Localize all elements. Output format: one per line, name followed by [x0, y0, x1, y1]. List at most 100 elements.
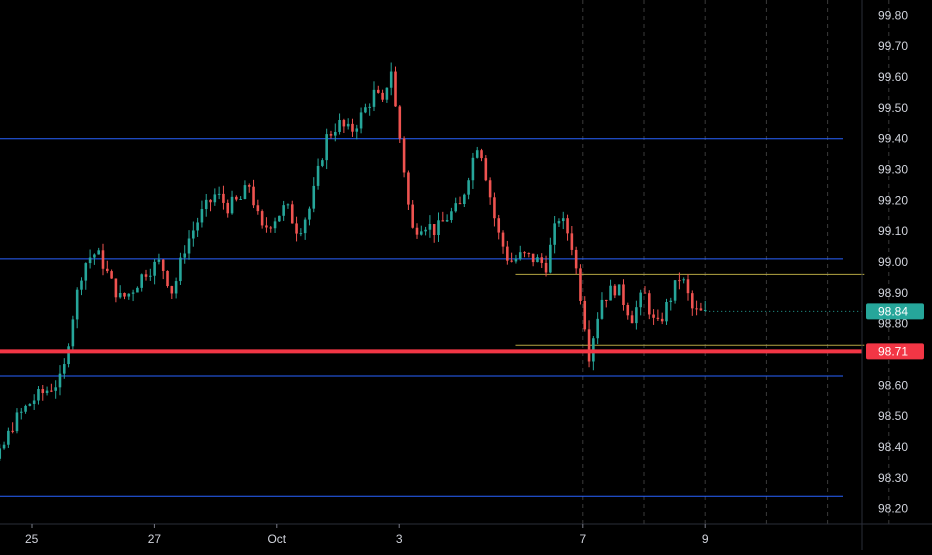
candle-body-53: [179, 257, 182, 282]
y-tick-label-8: 99.00: [878, 255, 908, 269]
candle-body-157: [626, 304, 630, 316]
candle-body-96: [364, 107, 367, 113]
candle-body-133: [523, 252, 526, 254]
candle-body-82: [303, 219, 307, 234]
x-tick-label-3: 3: [396, 532, 403, 546]
candle-body-11: [0, 448, 2, 459]
candle-body-134: [527, 253, 531, 255]
candle-body-54: [183, 253, 187, 258]
candle-body-166: [665, 302, 668, 322]
y-tick-label-5: 99.30: [878, 163, 908, 177]
candle-body-33: [93, 254, 96, 258]
candle-body-57: [196, 222, 199, 231]
y-tick-label-10: 98.80: [878, 317, 908, 331]
candle-body-170: [682, 279, 685, 281]
candle-body-98: [372, 89, 376, 107]
candle-body-47: [153, 261, 156, 276]
candle-body-105: [402, 138, 406, 173]
candle-body-165: [660, 318, 664, 322]
y-tick-label-4: 99.40: [878, 132, 908, 146]
candle-body-20: [37, 389, 40, 401]
candle-body-65: [230, 196, 234, 214]
candle-body-32: [88, 257, 92, 264]
candle-body-81: [299, 233, 303, 235]
candle-body-26: [62, 364, 66, 374]
y-tick-label-3: 99.50: [878, 101, 908, 115]
candle-body-151: [600, 299, 604, 319]
candle-body-89: [333, 131, 337, 136]
candle-body-150: [596, 318, 599, 339]
candle-body-144: [570, 233, 574, 250]
candle-body-37: [110, 271, 113, 279]
candle-body-67: [239, 198, 242, 200]
candle-body-42: [131, 292, 135, 294]
candle-body-100: [381, 92, 384, 100]
candle-body-94: [355, 128, 359, 132]
candle-body-49: [161, 259, 165, 271]
candle-body-116: [450, 211, 453, 221]
candle-body-28: [71, 319, 75, 347]
candle-body-132: [518, 252, 522, 259]
candle-body-123: [480, 150, 483, 159]
candle-body-13: [7, 430, 10, 445]
candle-body-21: [41, 389, 45, 394]
candle-body-103: [394, 71, 397, 107]
last-price-badge-bg: [866, 303, 924, 320]
candle-body-119: [463, 194, 466, 205]
candle-body-45: [144, 274, 148, 277]
candle-body-61: [213, 194, 217, 203]
candle-body-44: [140, 274, 143, 288]
x-tick-label-2: Oct: [267, 532, 286, 546]
y-tick-label-2: 99.60: [878, 70, 908, 84]
candle-body-64: [226, 202, 230, 214]
price-line-badge-bg: [866, 343, 924, 360]
candle-body-127: [497, 218, 501, 233]
candle-body-147: [583, 300, 587, 330]
candle-body-155: [617, 284, 621, 296]
candle-body-107: [411, 204, 414, 228]
candle-body-17: [24, 405, 27, 412]
candle-body-169: [678, 280, 681, 282]
candle-body-110: [424, 229, 427, 232]
y-tick-label-6: 99.20: [878, 193, 908, 207]
candle-body-43: [136, 287, 139, 293]
candle-body-153: [609, 285, 612, 301]
x-tick-label-1: 27: [148, 532, 162, 546]
candle-body-29: [75, 289, 79, 320]
candle-body-160: [639, 292, 642, 308]
candle-body-15: [15, 412, 19, 432]
candle-body-40: [123, 292, 126, 297]
candle-body-48: [157, 259, 161, 262]
candle-body-50: [166, 270, 169, 287]
candle-body-92: [346, 123, 350, 127]
candle-body-58: [200, 209, 204, 223]
candle-body-71: [256, 205, 260, 212]
candle-body-97: [368, 106, 371, 108]
y-tick-label-0: 99.80: [878, 8, 908, 22]
candle-body-130: [510, 260, 513, 262]
candle-body-12: [2, 444, 6, 449]
candle-body-141: [557, 221, 561, 224]
candle-body-139: [549, 244, 552, 273]
candle-body-59: [204, 199, 208, 210]
candle-body-102: [389, 71, 393, 88]
price-line-badge-label: 98.71: [878, 344, 908, 358]
candle-body-80: [295, 223, 298, 234]
candle-body-36: [106, 268, 109, 272]
candle-body-86: [321, 160, 324, 166]
y-tick-label-12: 98.50: [878, 409, 908, 423]
candle-body-74: [269, 227, 273, 229]
candle-body-87: [325, 134, 328, 161]
candle-body-56: [192, 230, 195, 239]
y-tick-label-15: 98.20: [878, 502, 908, 516]
candle-body-142: [561, 218, 565, 222]
candle-body-39: [118, 292, 122, 298]
candle-body-125: [488, 180, 492, 198]
candle-body-83: [308, 208, 311, 220]
candle-body-152: [604, 299, 608, 301]
candle-body-46: [149, 275, 152, 277]
candle-body-88: [329, 134, 333, 136]
candle-body-24: [54, 387, 57, 391]
candle-body-167: [669, 300, 673, 303]
